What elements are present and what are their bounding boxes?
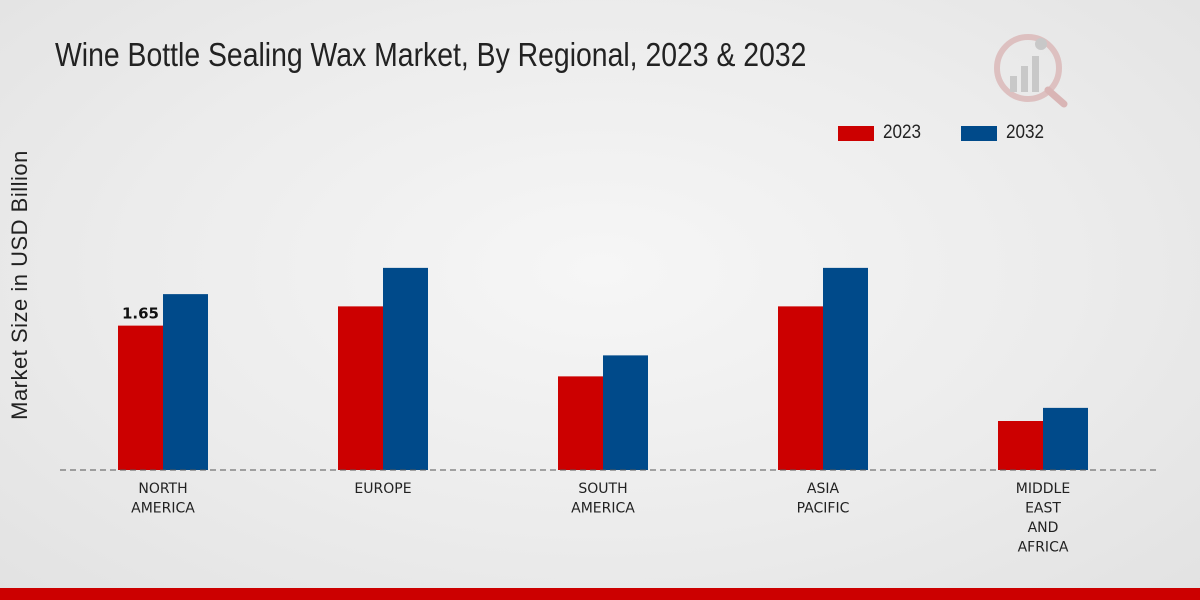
bar-2032-asia-pacific[interactable]	[823, 267, 868, 470]
bar-2023-north-america[interactable]	[118, 325, 163, 470]
bar-2032-europe[interactable]	[383, 267, 428, 470]
x-tick-label: EUROPE	[354, 481, 411, 497]
bar-2032-north-america[interactable]	[163, 294, 208, 470]
bar-2032-middle-east-and-africa[interactable]	[1043, 407, 1088, 470]
bar-2023-south-america[interactable]	[558, 376, 603, 470]
chart-title: Wine Bottle Sealing Wax Market, By Regio…	[55, 36, 807, 73]
x-tick-label: ASIA PACIFIC	[797, 481, 850, 517]
x-tick-label: MIDDLE EAST AND AFRICA	[1016, 481, 1070, 556]
x-tick-label: NORTH AMERICA	[131, 481, 195, 517]
legend-swatch-2023	[838, 125, 874, 141]
footer-accent-bar	[0, 588, 1200, 600]
bar-2032-south-america[interactable]	[603, 355, 648, 470]
bar-2023-middle-east-and-africa[interactable]	[998, 421, 1043, 470]
legend-label-2032: 2032	[1006, 122, 1045, 143]
data-label: 1.65	[122, 305, 159, 323]
legend-swatch-2032	[961, 125, 998, 141]
chart-legend: 2023 2032	[838, 122, 1049, 144]
brand-logo-icon	[990, 28, 1070, 113]
bar-2023-europe[interactable]	[338, 306, 383, 470]
legend-label-2023: 2023	[883, 122, 922, 143]
legend-item-2023[interactable]: 2023	[838, 122, 925, 144]
legend-item-2032[interactable]: 2032	[961, 122, 1048, 144]
x-tick-label: SOUTH AMERICA	[571, 481, 635, 517]
bar-2023-asia-pacific[interactable]	[778, 306, 823, 470]
